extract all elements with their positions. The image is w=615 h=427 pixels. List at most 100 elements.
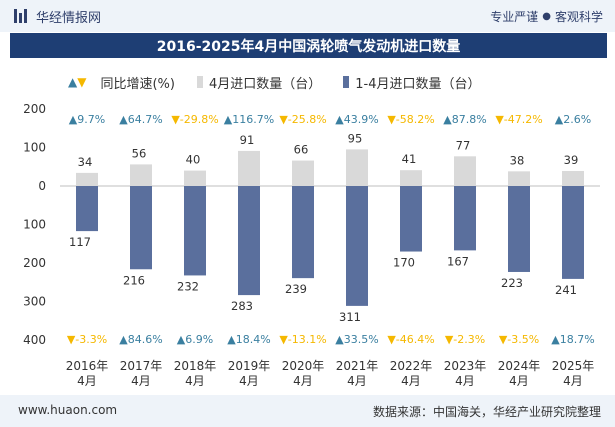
dot-separator-icon: ●	[542, 11, 551, 22]
x-category-label: 2024年 4月	[498, 359, 541, 388]
growth-label-april: ▲87.8%	[443, 113, 486, 126]
chart-legend: ▲ ▼ 同比增速(%) 4月进口数量（台） 1-4月进口数量（台）	[68, 72, 502, 92]
bar-cumulative	[508, 186, 530, 272]
tagline-left: 专业严谨	[490, 10, 539, 24]
growth-label-april: ▼-25.8%	[279, 113, 326, 126]
x-category-label: 2022年 4月	[390, 359, 433, 388]
growth-label-cumulative: ▲18.7%	[551, 333, 594, 346]
tagline-right: 客观科学	[554, 10, 603, 24]
brand-name: 华经情报网	[36, 10, 102, 26]
bar-cumulative	[238, 186, 260, 296]
bar-april	[130, 164, 152, 186]
footer: www.huaon.com 数据来源：中国海关，华经产业研究院整理	[0, 395, 615, 427]
bar-cumulative	[292, 186, 314, 279]
data-label-cumulative: 216	[123, 273, 145, 287]
growth-label-cumulative: ▼-3.5%	[499, 333, 539, 346]
data-label-april: 38	[510, 153, 525, 167]
triangle-down-icon: ▼	[77, 75, 87, 89]
bar-april	[292, 160, 314, 186]
growth-label-cumulative: ▲84.6%	[119, 333, 162, 346]
growth-label-april: ▲9.7%	[69, 113, 105, 126]
footer-source: 数据来源：中国海关，华经产业研究院整理	[372, 405, 601, 419]
growth-label-april: ▲2.6%	[555, 113, 591, 126]
legend-cumulative: 1-4月进口数量（台）	[343, 73, 480, 92]
x-category-label: 2021年 4月	[336, 359, 379, 388]
bar-cumulative	[562, 186, 584, 279]
growth-label-cumulative: ▲33.5%	[335, 333, 378, 346]
data-label-cumulative: 170	[393, 256, 415, 270]
bar-april	[562, 170, 584, 186]
bar-cumulative	[346, 186, 368, 306]
x-category-label: 2016年 4月	[66, 359, 109, 388]
growth-label-cumulative: ▼-3.3%	[67, 333, 107, 346]
bar-april	[400, 170, 422, 186]
growth-label-cumulative: ▼-46.4%	[387, 333, 434, 346]
bar-april	[454, 156, 476, 186]
bar-april	[238, 150, 260, 186]
y-tick-label: 100	[23, 218, 46, 232]
bar-april	[346, 149, 368, 186]
x-category-label: 2023年 4月	[444, 359, 487, 388]
growth-label-april: ▲116.7%	[224, 113, 274, 126]
y-tick-label: 200	[23, 102, 46, 116]
data-label-april: 39	[564, 153, 579, 167]
bar-cumulative	[184, 186, 206, 276]
data-label-cumulative: 232	[177, 279, 199, 293]
x-category-label: 2018年 4月	[174, 359, 217, 388]
legend-growth-label: 同比增速(%)	[100, 76, 175, 92]
bar-cumulative	[454, 186, 476, 251]
bar-cumulative	[400, 186, 422, 252]
growth-label-cumulative: ▲6.9%	[177, 333, 213, 346]
legend-cumulative-swatch	[343, 76, 350, 88]
data-label-cumulative: 117	[69, 235, 91, 249]
growth-label-cumulative: ▼-2.3%	[445, 333, 485, 346]
y-tick-label: 200	[23, 256, 46, 270]
bar-april	[508, 171, 530, 186]
data-label-april: 77	[456, 138, 471, 152]
bar-cumulative	[130, 186, 152, 270]
bar-cumulative	[76, 186, 98, 232]
brand[interactable]: 华经情报网	[14, 7, 102, 26]
y-tick-label: 0	[38, 179, 46, 193]
data-label-cumulative: 223	[501, 276, 523, 290]
legend-cumulative-label: 1-4月进口数量（台）	[355, 76, 481, 92]
top-bar: 华经情报网 专业严谨 ● 客观科学	[0, 0, 615, 32]
legend-growth: ▲ ▼ 同比增速(%)	[68, 73, 175, 92]
y-tick-label: 300	[23, 295, 46, 309]
triangle-up-icon: ▲	[68, 75, 78, 89]
data-label-cumulative: 311	[339, 310, 361, 324]
growth-label-april: ▲43.9%	[335, 113, 378, 126]
x-category-label: 2017年 4月	[120, 359, 163, 388]
footer-website-link[interactable]: www.huaon.com	[18, 403, 118, 417]
data-label-cumulative: 283	[231, 299, 253, 313]
data-label-april: 66	[294, 143, 309, 157]
y-tick-label: 400	[23, 333, 46, 347]
x-category-label: 2020年 4月	[282, 359, 325, 388]
data-label-april: 41	[402, 152, 417, 166]
legend-april-swatch	[196, 76, 203, 88]
data-label-cumulative: 239	[285, 282, 307, 296]
data-label-april: 40	[186, 153, 201, 167]
growth-label-april: ▼-58.2%	[387, 113, 434, 126]
data-label-cumulative: 167	[447, 254, 469, 268]
data-label-cumulative: 241	[555, 283, 577, 297]
data-label-april: 34	[78, 155, 93, 169]
tagline: 专业严谨 ● 客观科学	[490, 8, 603, 25]
x-category-label: 2025年 4月	[552, 359, 595, 388]
data-label-april: 95	[348, 131, 363, 145]
data-label-april: 91	[240, 133, 255, 147]
bar-april	[76, 172, 98, 186]
legend-april: 4月进口数量（台）	[196, 73, 322, 92]
growth-label-cumulative: ▲18.4%	[227, 333, 270, 346]
brand-logo-icon	[14, 9, 28, 23]
growth-label-april: ▼-47.2%	[495, 113, 542, 126]
growth-label-april: ▼-29.8%	[171, 113, 218, 126]
legend-april-label: 4月进口数量（台）	[208, 76, 322, 92]
chart-title: 2016-2025年4月中国涡轮喷气发动机进口数量	[10, 33, 607, 58]
growth-label-cumulative: ▼-13.1%	[279, 333, 326, 346]
growth-label-april: ▲64.7%	[119, 113, 162, 126]
x-category-label: 2019年 4月	[228, 359, 271, 388]
bar-april	[184, 170, 206, 186]
y-tick-label: 100	[23, 140, 46, 154]
